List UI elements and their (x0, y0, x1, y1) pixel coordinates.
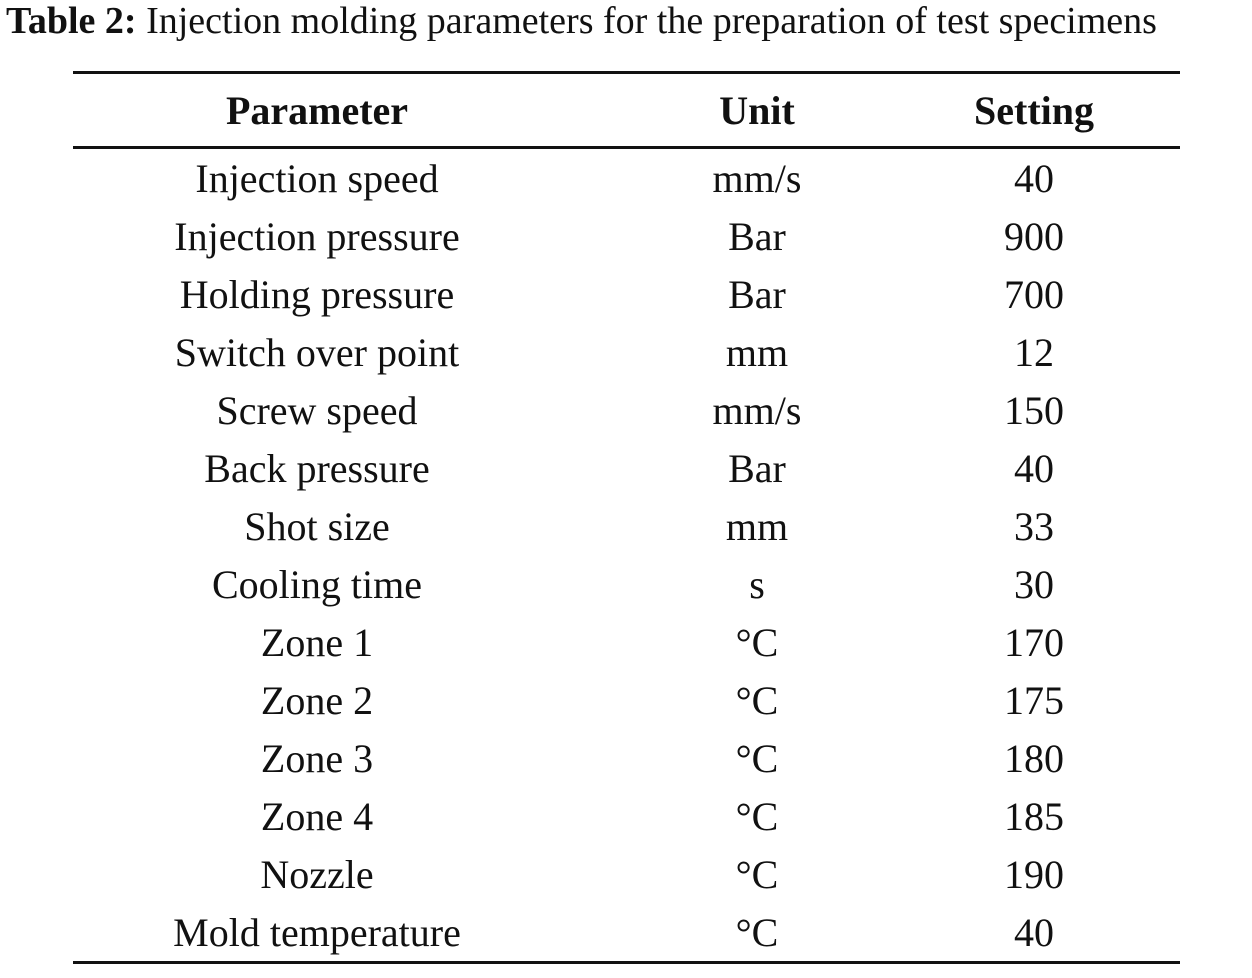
cell-parameter: Zone 1 (260, 619, 374, 665)
cell-parameter: Injection speed (195, 155, 439, 201)
table-body: Injection speed mm/s 40 Injection pressu… (73, 148, 1180, 963)
cell-setting: 185 (1004, 793, 1064, 839)
cell-setting: 175 (1004, 677, 1064, 723)
table-row: Zone 3 °C 180 (73, 729, 1180, 787)
cell-unit: mm (725, 329, 789, 375)
cell-parameter: Zone 2 (260, 677, 374, 723)
cell-setting: 30 (1014, 561, 1054, 607)
table-row: Switch over point mm 12 (73, 323, 1180, 381)
table-row: Mold temperature °C 40 (73, 903, 1180, 963)
cell-unit: °C (735, 793, 779, 839)
cell-setting: 180 (1004, 735, 1064, 781)
cell-parameter: Shot size (244, 503, 390, 549)
cell-parameter: Mold temperature (173, 909, 461, 955)
table-row: Cooling time s 30 (73, 555, 1180, 613)
cell-parameter: Holding pressure (179, 271, 455, 317)
cell-setting: 12 (1014, 329, 1054, 375)
table-row: Screw speed mm/s 150 (73, 381, 1180, 439)
table-caption: Table 2: Injection molding parameters fo… (6, 0, 1252, 42)
table-row: Shot size mm 33 (73, 497, 1180, 555)
cell-setting: 40 (1014, 155, 1054, 201)
cell-unit: mm (725, 503, 789, 549)
table-row: Zone 4 °C 185 (73, 787, 1180, 845)
cell-unit: Bar (728, 213, 786, 259)
cell-unit: s (749, 561, 765, 607)
cell-unit: mm/s (712, 155, 802, 201)
cell-parameter: Screw speed (216, 387, 418, 433)
table-row: Injection pressure Bar 900 (73, 207, 1180, 265)
cell-unit: °C (735, 909, 779, 955)
cell-setting: 40 (1014, 909, 1054, 955)
cell-unit: °C (735, 851, 779, 897)
cell-unit: °C (735, 677, 779, 723)
caption-text: Injection molding parameters for the pre… (136, 0, 1157, 42)
cell-setting: 190 (1004, 851, 1064, 897)
cell-setting: 900 (1004, 213, 1064, 259)
cell-unit: Bar (728, 271, 786, 317)
table-row: Zone 1 °C 170 (73, 613, 1180, 671)
header-parameter: Parameter (225, 87, 409, 133)
table-row: Back pressure Bar 40 (73, 439, 1180, 497)
cell-unit: mm/s (712, 387, 802, 433)
cell-setting: 40 (1014, 445, 1054, 491)
header-setting: Setting (974, 87, 1094, 133)
cell-unit: °C (735, 735, 779, 781)
caption-label: Table 2: (6, 0, 137, 42)
parameters-table: Parameter Unit Setting Injection speed m… (73, 71, 1180, 964)
header-unit: Unit (719, 87, 795, 133)
cell-setting: 150 (1004, 387, 1064, 433)
cell-parameter: Injection pressure (174, 213, 460, 259)
cell-parameter: Zone 3 (260, 735, 374, 781)
cell-parameter: Nozzle (260, 851, 374, 897)
cell-setting: 700 (1004, 271, 1064, 317)
table-row: Zone 2 °C 175 (73, 671, 1180, 729)
cell-setting: 170 (1004, 619, 1064, 665)
header-row: Parameter Unit Setting (73, 72, 1180, 148)
cell-setting: 33 (1014, 503, 1054, 549)
cell-unit: °C (735, 619, 779, 665)
cell-parameter: Zone 4 (260, 793, 374, 839)
cell-unit: Bar (728, 445, 786, 491)
cell-parameter: Back pressure (204, 445, 430, 491)
table-row: Nozzle °C 190 (73, 845, 1180, 903)
table-container: Parameter Unit Setting Injection speed m… (73, 71, 1180, 964)
table-header: Parameter Unit Setting (73, 72, 1180, 148)
cell-parameter: Cooling time (212, 561, 422, 607)
table-row: Holding pressure Bar 700 (73, 265, 1180, 323)
table-row: Injection speed mm/s 40 (73, 148, 1180, 208)
cell-parameter: Switch over point (174, 329, 460, 375)
